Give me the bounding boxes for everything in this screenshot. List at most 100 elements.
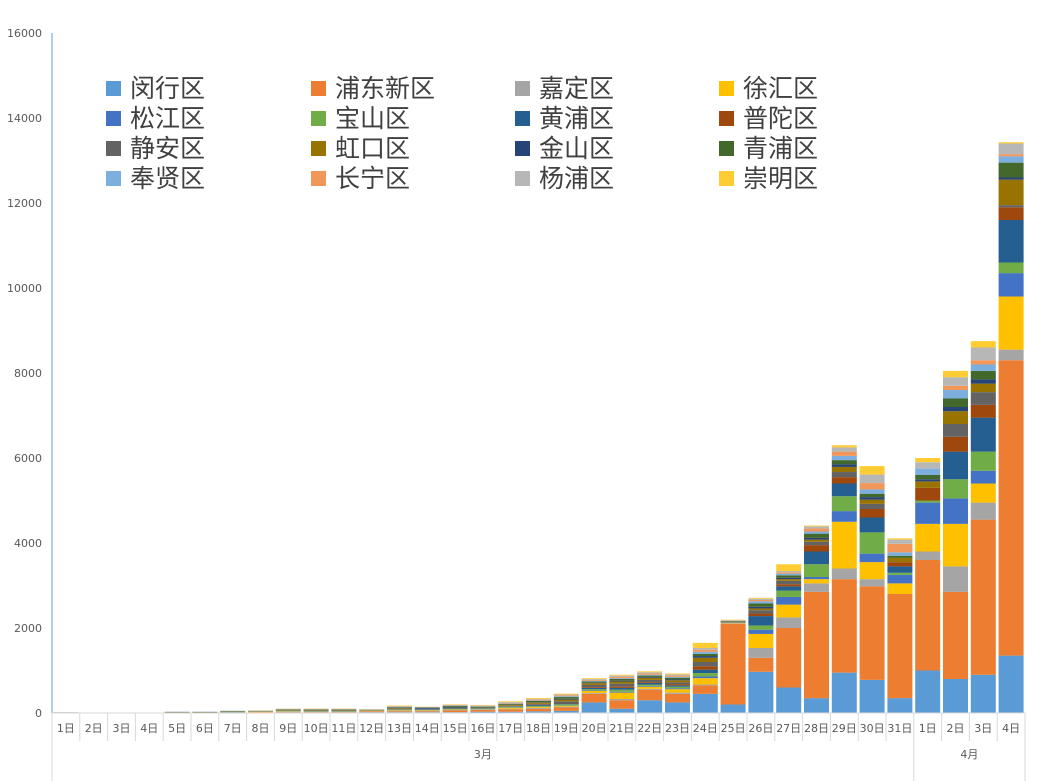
bar-segment [804,531,829,534]
bar-segment [665,688,690,690]
bar-segment [998,156,1024,163]
bar-segment [637,685,663,687]
bar-segment [414,711,440,713]
bar-segment [943,566,968,592]
bar-segment [804,579,829,584]
x-category-label: 7日 [224,722,242,735]
bar-segment [553,693,579,695]
legend-swatch [515,111,530,126]
y-tick-label: 12000 [7,197,42,210]
bar-segment [943,479,968,499]
bar-segment [915,502,941,524]
legend-item: 静安区 [106,134,205,163]
bar-segment [692,653,718,657]
bar-segment [776,617,802,629]
bar-segment [581,690,607,694]
bar-segment [609,689,635,692]
bar-segment [804,698,829,714]
bar-segment [637,684,663,686]
bar-segment [943,436,968,452]
month-label: 3月 [474,748,492,761]
x-category-label: 9日 [279,722,297,735]
bar-segment [970,417,996,452]
bar-segment [776,572,802,574]
bar-segment [859,509,885,518]
x-category-label: 1日 [57,722,75,735]
bar-segment [915,468,941,476]
bar-segment [665,686,690,689]
bar-segment [609,681,635,684]
x-axis: 1日 2日 3日 4日 5日 6日 7日 8日 9日 10日 11日 12日 13日 14日 15日 16日 1… [51,712,1026,781]
bar-segment [943,498,968,524]
bar-segment [609,691,635,693]
bar-segment [748,657,774,672]
bar-segment [609,674,635,676]
bar-segment [581,683,607,685]
bar-segment [943,424,968,437]
bar-segment [637,686,663,689]
bar-segment [526,699,551,701]
bar-segment [665,673,690,675]
bar-segment [609,708,635,713]
bar-segment [776,687,802,713]
bar-segment [831,483,857,497]
bar-segment [609,700,635,709]
bar-segment [998,143,1024,155]
bar-segment [970,470,996,484]
legend-item: 青浦区 [719,134,818,163]
bar-segment [748,597,774,599]
bar-segment [526,705,551,706]
bar-segment [831,460,857,465]
bar-segment [804,541,829,546]
bar-segment [970,451,996,471]
bar-segment [804,526,829,529]
bar-segment [553,703,579,705]
legend-swatch [106,81,121,96]
x-category-label: 30日 [860,722,885,735]
bar-segment [637,700,663,713]
bar-segment [665,684,690,686]
bar-segment [776,584,802,587]
x-category-label: 25日 [721,722,746,735]
legend-item: 闵行区 [106,74,205,103]
bar-segment [665,675,690,677]
bar-segment [887,583,913,595]
bar-segment [998,207,1024,220]
bar-segment [859,679,885,713]
x-category-label: 23日 [665,722,690,735]
x-category-label: 26日 [748,722,773,735]
bar-segment [970,341,996,348]
bar-segment [637,682,663,685]
bar-segment [887,552,913,556]
x-category-label: 24日 [693,722,718,735]
legend-label: 浦东新区 [335,74,435,103]
bar-segment [915,475,941,480]
bar-segment [943,679,968,713]
bar-segment [943,407,968,412]
bar-segment [609,676,635,679]
legend-label: 金山区 [539,134,614,163]
bar-segment [526,700,551,703]
bar-segment [915,500,941,503]
bar-segment [748,606,774,609]
bar-segment [831,511,857,522]
bar-segment [804,533,829,538]
bar-segment [970,370,996,380]
bar-segment [970,404,996,418]
bar-segment [498,703,524,705]
bar-segment [692,657,718,662]
legend-label: 虹口区 [335,134,410,163]
bar-segment [859,586,885,680]
bar-segment [998,296,1024,350]
bar-segment [776,575,802,578]
bar-segment [637,675,663,677]
x-category-label: 10日 [304,722,329,735]
x-category-label: 4日 [140,722,158,735]
bar-segment [859,579,885,587]
bar-segment [748,625,774,630]
bar-segment [637,689,663,701]
bar-segment [581,689,607,691]
legend-item: 崇明区 [719,164,818,193]
bar-segment [748,608,774,611]
bar-segment [581,687,607,688]
